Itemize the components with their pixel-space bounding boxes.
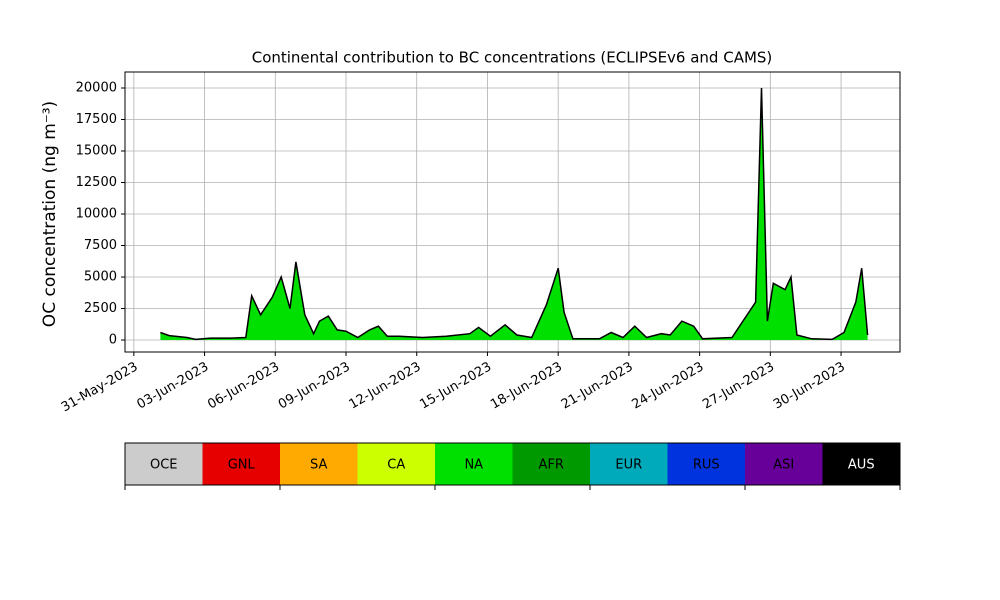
y-tick-label: 17500 — [76, 112, 117, 127]
x-tick-label: 12-Jun-2023 — [347, 360, 424, 413]
y-tick-label: 20000 — [76, 81, 117, 96]
colorbar-frame — [124, 442, 901, 486]
colorbar-cell — [357, 443, 435, 485]
x-tick-label: 18-Jun-2023 — [488, 360, 565, 413]
colorbar-label: ASI — [773, 458, 794, 473]
chart-title: Continental contribution to BC concentra… — [252, 49, 773, 67]
colorbar-label: CA — [387, 458, 405, 473]
x-tick-label: 03-Jun-2023 — [134, 360, 211, 413]
colorbar-label: GNL — [228, 458, 256, 473]
colorbar-cell — [512, 443, 590, 485]
x-tick-label: 31-May-2023 — [59, 360, 141, 416]
y-tick-label: 2500 — [84, 301, 117, 316]
x-tick-label: 21-Jun-2023 — [559, 360, 636, 413]
y-tick-label: 15000 — [76, 144, 117, 159]
colorbar-cell — [280, 443, 358, 485]
colorbar-cell — [590, 443, 668, 485]
y-axis-label: OC concentration (ng m⁻³) — [40, 101, 60, 327]
colorbar-label: SA — [310, 458, 327, 473]
x-tick-label: 15-Jun-2023 — [417, 360, 494, 413]
colorbar-label: NA — [464, 458, 483, 473]
y-tick-label: 7500 — [84, 238, 117, 253]
colorbar-cell — [667, 443, 745, 485]
y-tick-label: 5000 — [84, 270, 117, 285]
x-tick-label: 30-Jun-2023 — [771, 360, 848, 413]
colorbar-cell — [435, 443, 513, 485]
colorbar-cell — [822, 443, 900, 485]
area-outline — [160, 87, 869, 341]
colorbar-label: RUS — [693, 458, 720, 473]
colorbar-label: OCE — [150, 458, 178, 473]
colorbar-cell — [202, 443, 280, 485]
colorbar-cell — [125, 443, 203, 485]
y-tick-label: 12500 — [76, 175, 117, 190]
x-tick-label: 27-Jun-2023 — [700, 360, 777, 413]
colorbar-label: AFR — [539, 458, 564, 473]
y-tick-label: 10000 — [76, 207, 117, 222]
colorbar-label: EUR — [615, 458, 642, 473]
y-tick-label: 0 — [109, 333, 117, 348]
plot-frame — [124, 71, 901, 353]
x-tick-label: 06-Jun-2023 — [205, 360, 282, 413]
colorbar-cell — [745, 443, 823, 485]
colorbar-label: AUS — [848, 458, 875, 473]
x-tick-label: 24-Jun-2023 — [630, 360, 707, 413]
x-tick-label: 09-Jun-2023 — [276, 360, 353, 413]
